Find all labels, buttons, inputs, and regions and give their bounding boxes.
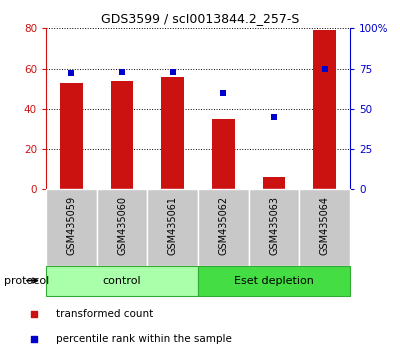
Point — [271, 114, 277, 120]
Text: GSM435063: GSM435063 — [269, 196, 279, 256]
Point — [119, 69, 125, 75]
Bar — [198, 189, 249, 266]
Text: GSM435061: GSM435061 — [168, 196, 178, 256]
Point — [220, 90, 226, 96]
Text: GSM435064: GSM435064 — [320, 196, 330, 256]
Point — [170, 69, 176, 75]
Text: GDS3599 / scI0013844.2_257-S: GDS3599 / scI0013844.2_257-S — [101, 12, 299, 25]
Bar — [46, 189, 97, 266]
Bar — [161, 77, 184, 189]
Text: protocol: protocol — [4, 275, 49, 286]
Point — [322, 66, 328, 72]
Bar — [262, 177, 285, 189]
Text: control: control — [103, 275, 141, 286]
Bar — [198, 266, 350, 296]
Bar — [46, 266, 198, 296]
Text: GSM435060: GSM435060 — [117, 196, 127, 256]
Text: GSM435059: GSM435059 — [66, 196, 76, 256]
Bar — [110, 81, 134, 189]
Text: GSM435062: GSM435062 — [218, 196, 228, 256]
Text: percentile rank within the sample: percentile rank within the sample — [56, 333, 232, 344]
Bar — [97, 189, 147, 266]
Bar — [60, 83, 83, 189]
Point — [31, 336, 38, 342]
Bar — [299, 189, 350, 266]
Bar — [313, 30, 336, 189]
Bar — [212, 119, 235, 189]
Text: Eset depletion: Eset depletion — [234, 275, 314, 286]
Bar — [147, 189, 198, 266]
Bar — [249, 189, 299, 266]
Point — [68, 70, 74, 76]
Point — [31, 312, 38, 317]
Text: transformed count: transformed count — [56, 309, 153, 320]
